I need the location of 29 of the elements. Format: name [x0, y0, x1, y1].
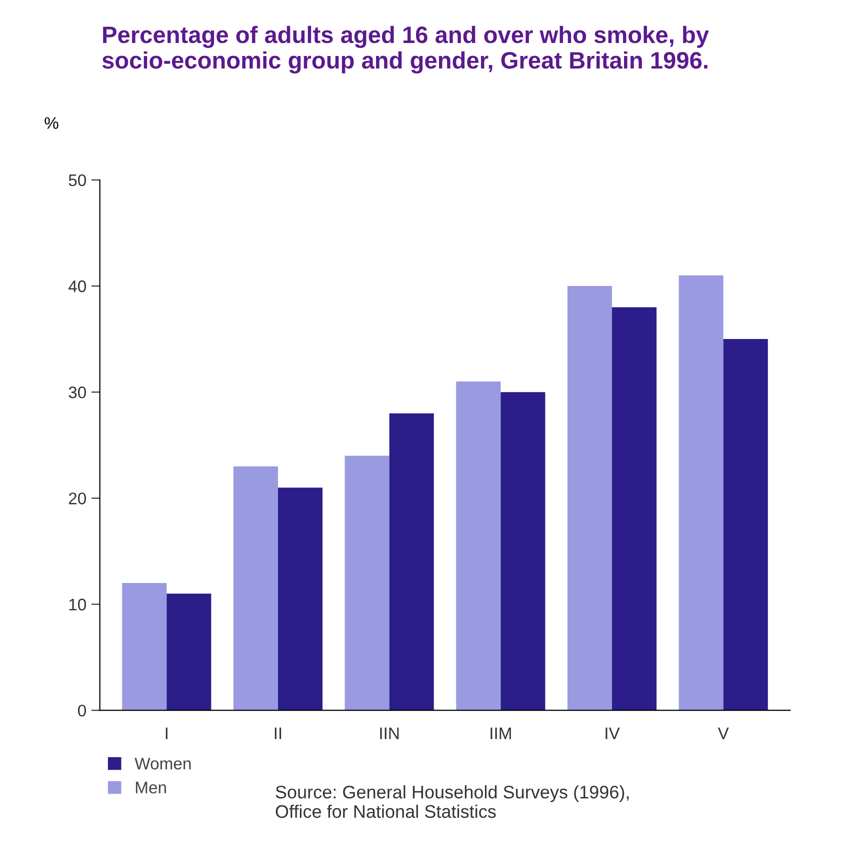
y-tick-label: 0: [78, 704, 86, 717]
x-tick-label: I: [166, 728, 168, 740]
bar: [122, 583, 167, 710]
source-note: Source: General Household Surveys (1996), Office for National Statistics: [276, 785, 629, 818]
bar: [166, 594, 212, 710]
bar: [567, 286, 612, 710]
x-tick-label: IIN: [380, 728, 399, 740]
legend-label: Men: [136, 782, 166, 794]
bar: [678, 275, 724, 710]
bar: [344, 456, 390, 710]
legend-label: Women: [134, 758, 191, 770]
bar: [389, 413, 434, 710]
y-tick-label: 50: [68, 174, 86, 186]
bar: [456, 381, 501, 710]
bar: [612, 307, 657, 710]
y-tick-label: 20: [68, 492, 86, 504]
y-axis-title: %: [44, 117, 58, 129]
bar: [278, 488, 323, 710]
bar: [233, 466, 278, 710]
y-tick-label: 10: [69, 598, 86, 610]
x-tick-label: IIM: [490, 728, 511, 740]
x-tick-label: V: [718, 728, 729, 740]
bar: [723, 339, 768, 710]
y-tick-label: 40: [68, 280, 86, 292]
y-tick-label: 30: [68, 386, 86, 398]
bar: [500, 392, 546, 710]
x-tick-label: IV: [606, 728, 620, 740]
x-tick-label: II: [274, 728, 282, 740]
chart-title: Percentage of adults aged 16 and over who smoke, by socio-economic group and gender, Great Britain 1996.: [102, 26, 709, 74]
